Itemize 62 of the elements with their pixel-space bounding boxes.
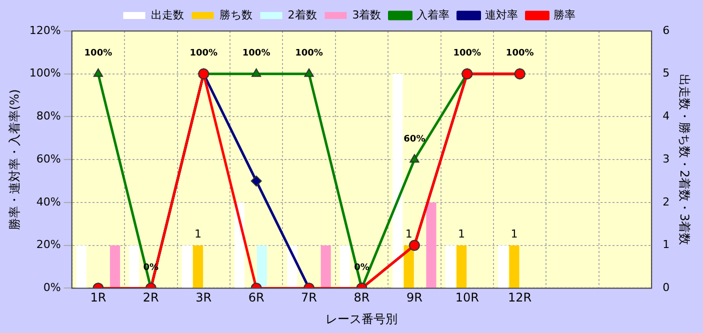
y-tick-label: 0% [43, 281, 61, 294]
legend-label: 2着数 [288, 8, 317, 22]
bar [192, 245, 204, 288]
x-tick-label: 1R [90, 290, 106, 305]
legend-label: 勝ち数 [219, 8, 252, 22]
x-axis-title: レース番号別 [326, 312, 398, 326]
bar [320, 245, 331, 288]
bar [498, 245, 508, 288]
y-tick-label: 100% [29, 66, 61, 80]
legend-label: 3着数 [352, 8, 382, 22]
y-tick-label: 120% [29, 24, 61, 37]
data-label: 100% [295, 48, 323, 59]
y-tick-label: 40% [36, 195, 61, 208]
legend-label: 勝率 [554, 8, 576, 22]
point [251, 68, 262, 77]
bar [445, 245, 456, 288]
bar [340, 245, 350, 288]
bar [392, 74, 403, 288]
bar [456, 245, 467, 288]
y-tick-label: 60% [36, 152, 61, 166]
bar [256, 245, 267, 288]
data-label: 100% [506, 48, 534, 59]
bar [509, 245, 520, 288]
y2-axis-title: 出走数・勝ち数・2着数・3着数 [678, 74, 692, 246]
data-label: 100% [84, 48, 112, 59]
y2-tick-label: 0 [662, 281, 670, 294]
data-label: 1 [194, 228, 202, 241]
bar [76, 245, 86, 288]
data-label: 100% [453, 48, 482, 59]
y-tick-label: 80% [36, 110, 61, 123]
x-tick-label: 7R [301, 290, 318, 305]
y2-tick-label: 3 [662, 152, 670, 166]
legend-label: 連対率 [485, 8, 518, 22]
data-label: 1 [510, 228, 518, 241]
y2-tick-label: 6 [662, 24, 670, 37]
point [410, 154, 420, 163]
bar [426, 202, 436, 288]
data-label: 60% [404, 134, 426, 144]
point [93, 68, 104, 77]
y2-tick-label: 4 [662, 110, 670, 123]
point [304, 68, 314, 77]
x-tick-label: 6R [248, 290, 264, 305]
y2-tick-label: 5 [662, 66, 670, 80]
data-label: 100% [190, 48, 218, 59]
data-label: 1 [458, 228, 466, 241]
x-tick-label: 12R [508, 290, 532, 305]
x-tick-label: 3R [196, 290, 212, 305]
bar [129, 245, 140, 288]
data-label: 1 [405, 228, 412, 241]
y2-tick-label: 2 [662, 195, 670, 208]
x-tick-label: 2R [142, 290, 159, 305]
bar [182, 245, 192, 288]
y-axis-title: 勝率・連対率・入着率(%) [7, 89, 22, 230]
y-tick-label: 20% [36, 238, 61, 252]
legend-label: 出走数 [150, 8, 184, 22]
data-label: 100% [242, 48, 270, 59]
x-tick-label: 9R [406, 290, 422, 305]
y2-tick-label: 1 [662, 238, 670, 252]
bar [110, 245, 120, 288]
x-tick-label: 10R [455, 290, 479, 305]
x-tick-label: 8R [354, 290, 370, 305]
legend-label: 入着率 [416, 8, 450, 22]
